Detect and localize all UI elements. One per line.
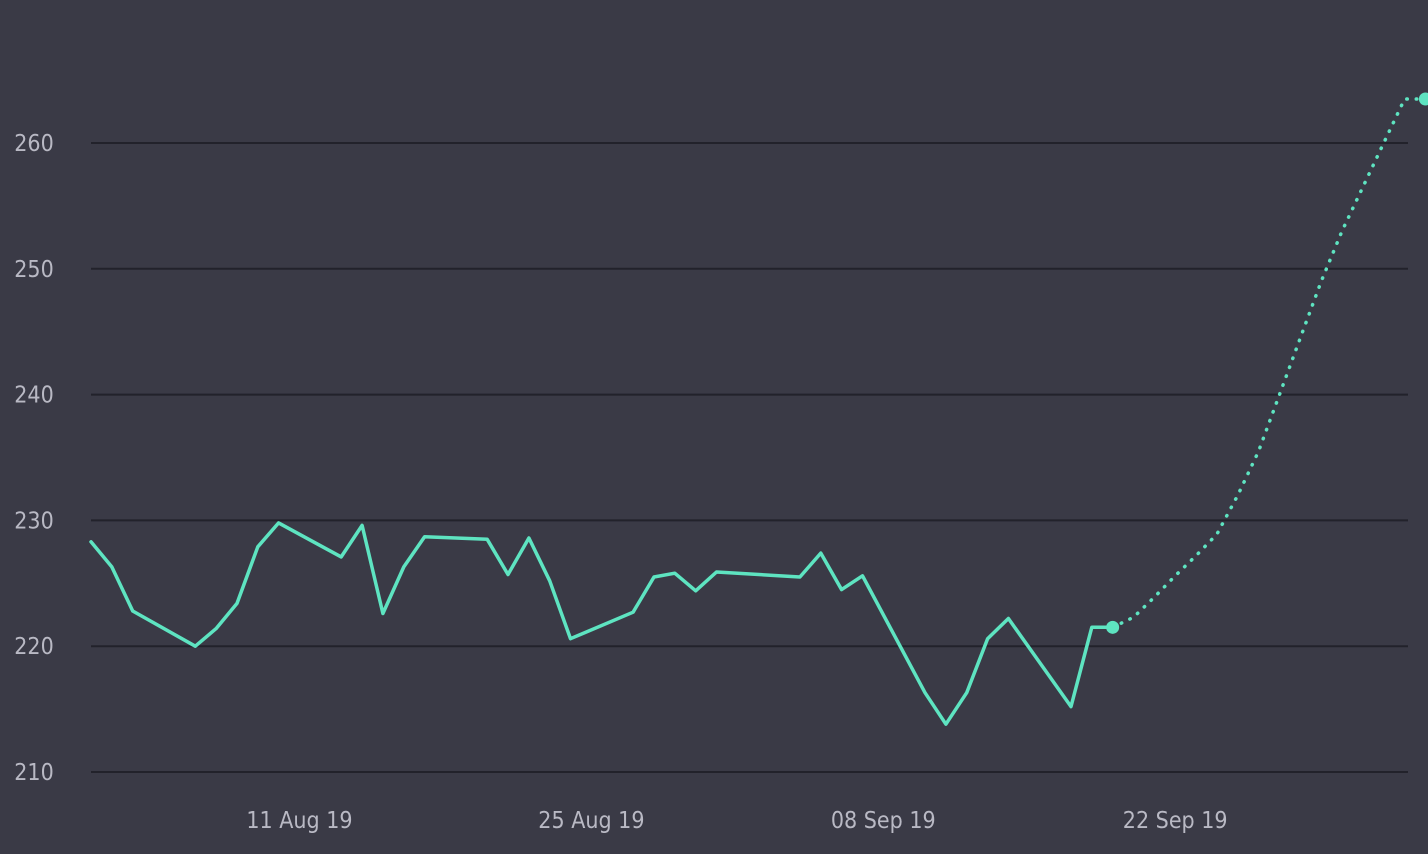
series-layer bbox=[89, 97, 1428, 726]
data-point-marker bbox=[1418, 92, 1428, 106]
x-axis-ticks: 11 Aug 19 25 Aug 19 08 Sep 19 22 Sep 19 bbox=[246, 808, 1227, 834]
series-line-dotted bbox=[1110, 97, 1428, 630]
y-tick-label: 240 bbox=[14, 383, 54, 409]
marker-layer bbox=[1106, 92, 1428, 634]
y-tick-label: 210 bbox=[14, 760, 54, 786]
y-tick-label: 220 bbox=[14, 634, 54, 660]
y-tick-label: 250 bbox=[14, 257, 54, 283]
series-line-solid bbox=[89, 521, 1115, 726]
data-point-marker bbox=[1106, 620, 1120, 634]
y-axis-ticks: 210 220 230 240 250 260 bbox=[14, 131, 54, 786]
x-tick-label: 11 Aug 19 bbox=[246, 808, 352, 834]
x-tick-label: 08 Sep 19 bbox=[831, 808, 936, 834]
y-tick-label: 230 bbox=[14, 508, 54, 534]
y-tick-label: 260 bbox=[14, 131, 54, 157]
x-tick-label: 25 Aug 19 bbox=[538, 808, 644, 834]
x-tick-label: 22 Sep 19 bbox=[1123, 808, 1228, 834]
grid-layer bbox=[91, 142, 1408, 773]
